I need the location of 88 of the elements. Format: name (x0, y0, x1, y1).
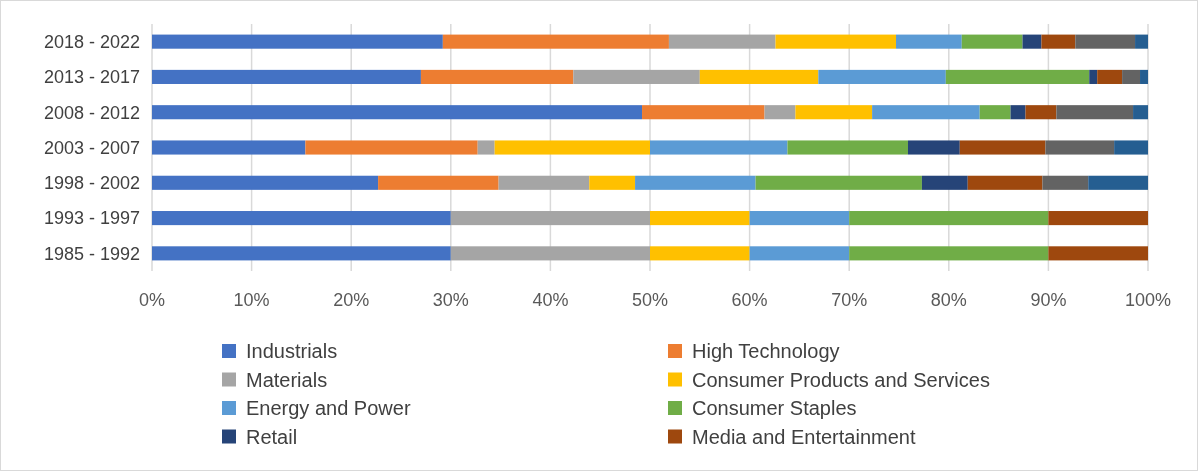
x-tick-label: 0% (138, 290, 166, 311)
bar (699, 69, 819, 84)
bar (420, 69, 574, 84)
bar (494, 140, 650, 155)
legend-label: Consumer Products and Services (692, 368, 990, 391)
bar (818, 69, 946, 84)
bar (795, 105, 873, 120)
legend-label: Energy and Power (246, 397, 411, 419)
y-tick-label: 1998 - 2002 (43, 173, 140, 194)
x-tick-label: 70% (831, 290, 868, 311)
bar (872, 105, 980, 120)
bar (1041, 34, 1076, 49)
bar (573, 69, 700, 84)
bar (450, 211, 650, 226)
bar (152, 105, 643, 120)
bar (921, 175, 968, 190)
x-tick-label: 30% (432, 290, 469, 311)
y-tick-label: 1985 - 1992 (43, 243, 140, 264)
x-tick-label: 50% (631, 290, 669, 311)
y-tick-label: 2003 - 2007 (43, 137, 140, 158)
x-tick-label: 40% (532, 290, 569, 311)
bar (650, 140, 788, 155)
bar (849, 246, 1049, 261)
bar (1045, 140, 1115, 155)
bar (1097, 69, 1123, 84)
bar (967, 175, 1043, 190)
bar (642, 105, 765, 120)
bar (477, 140, 495, 155)
bar (959, 140, 1046, 155)
bar (650, 211, 750, 226)
bar (1122, 69, 1141, 84)
bar (1022, 34, 1042, 49)
y-tick-label: 1993 - 1997 (43, 208, 140, 229)
bar (749, 211, 850, 226)
bar (650, 246, 750, 261)
x-tick-label: 80% (930, 290, 967, 311)
bar (450, 246, 650, 261)
bar (764, 105, 796, 120)
bar (635, 175, 756, 190)
bar (1048, 246, 1148, 261)
legend-label: High Technology (692, 340, 840, 362)
bar (152, 34, 443, 49)
y-tick-label: 2013 - 2017 (43, 67, 140, 88)
bar (755, 175, 922, 190)
bar (1075, 34, 1136, 49)
bar (1140, 69, 1148, 84)
bar (1135, 34, 1148, 49)
bar (589, 175, 636, 190)
bar (1025, 105, 1057, 120)
bar (152, 175, 379, 190)
legend-label: Consumer Staples (692, 397, 857, 419)
bar (668, 34, 776, 49)
bar (896, 34, 962, 49)
bar (849, 211, 1049, 226)
bar (961, 34, 1023, 49)
bar (498, 175, 590, 190)
bar (979, 105, 1011, 120)
bar (1042, 175, 1089, 190)
bar (1048, 211, 1148, 226)
bar (305, 140, 478, 155)
bar (1010, 105, 1026, 120)
bar (787, 140, 908, 155)
bar (152, 69, 421, 84)
legend-label: Media and Entertainment (692, 425, 916, 448)
bar (152, 140, 306, 155)
x-tick-label: 20% (333, 290, 370, 311)
y-tick-label: 2018 - 2022 (43, 31, 140, 52)
bar (1088, 175, 1148, 190)
legend-label: Retail (246, 425, 298, 448)
bar (152, 246, 451, 261)
bar (1089, 69, 1098, 84)
x-tick-label: 100% (1124, 290, 1172, 311)
y-tick-label: 2008 - 2012 (43, 102, 140, 123)
bar (945, 69, 1090, 84)
bar (749, 246, 850, 261)
legend-label: Industrials (246, 340, 338, 362)
x-tick-label: 60% (731, 290, 768, 311)
x-tick-label: 90% (1030, 290, 1067, 311)
bar (378, 175, 499, 190)
x-tick-label: 10% (233, 290, 270, 311)
bar (775, 34, 897, 49)
bar (1056, 105, 1134, 120)
bar (1133, 105, 1148, 120)
bar (907, 140, 960, 155)
bar (442, 34, 669, 49)
bar (1114, 140, 1148, 155)
bar (152, 211, 451, 226)
legend-label: Materials (246, 368, 328, 391)
